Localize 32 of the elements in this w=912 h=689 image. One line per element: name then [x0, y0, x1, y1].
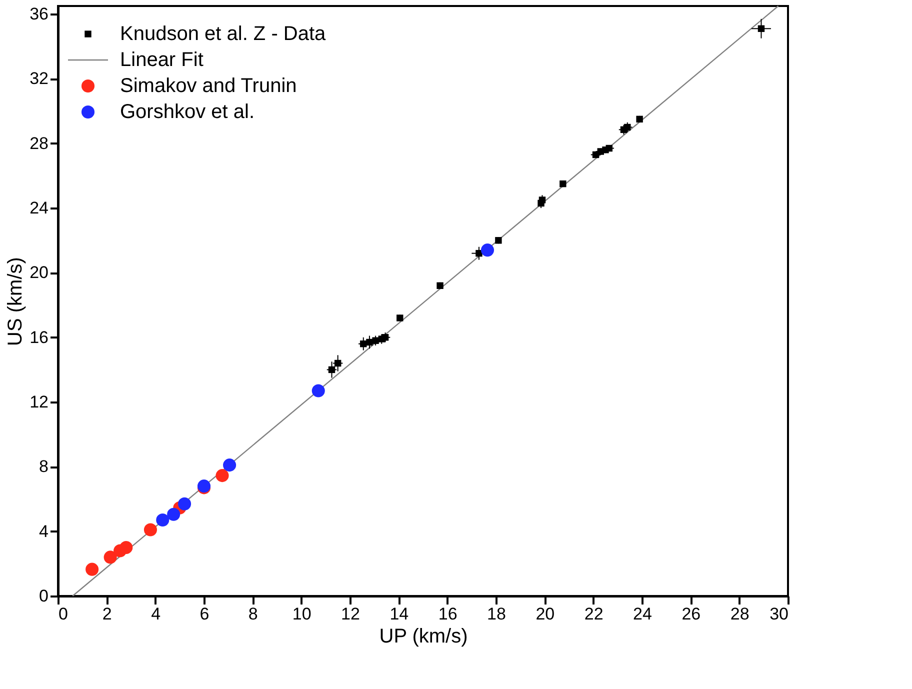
legend-label: Linear Fit: [120, 49, 204, 71]
x-tick-label: 4: [151, 604, 161, 624]
legend-label: Knudson et al. Z - Data: [120, 23, 327, 45]
x-tick-label: 30: [770, 604, 788, 624]
y-tick-label: 24: [30, 198, 48, 218]
x-tick-label: 26: [682, 604, 701, 624]
x-tick-label: 24: [633, 604, 652, 624]
x-tick-label: 6: [200, 604, 210, 624]
y-tick-label: 28: [30, 134, 48, 153]
y-tick-label: 36: [30, 4, 48, 24]
y-tick-label: 4: [39, 522, 48, 541]
x-axis-title: UP (km/s): [379, 626, 468, 648]
legend-label: Gorshkov et al.: [120, 101, 255, 123]
y-axis-title: US (km/s): [4, 257, 27, 346]
x-tick-label: 0: [58, 604, 68, 624]
x-tick-label: 22: [584, 604, 604, 624]
x-tick-label: 16: [438, 604, 458, 624]
x-tick-label: 8: [248, 604, 258, 624]
x-tick-label: 28: [730, 604, 750, 624]
x-tick-label: 2: [102, 604, 112, 624]
y-tick-label: 0: [39, 586, 48, 606]
y-tick-label: 12: [30, 392, 48, 412]
y-tick-label: 8: [39, 457, 48, 476]
y-tick-label: 16: [30, 328, 48, 347]
legend-label: Simakov and Trunin: [120, 75, 297, 97]
x-tick-label: 12: [341, 604, 360, 624]
x-tick-label: 20: [536, 604, 555, 624]
x-tick-label: 10: [292, 604, 312, 624]
y-tick-label: 32: [30, 69, 48, 88]
x-tick-label: 18: [487, 604, 506, 624]
y-tick-label: 20: [30, 263, 48, 282]
x-tick-label: 14: [390, 604, 409, 624]
